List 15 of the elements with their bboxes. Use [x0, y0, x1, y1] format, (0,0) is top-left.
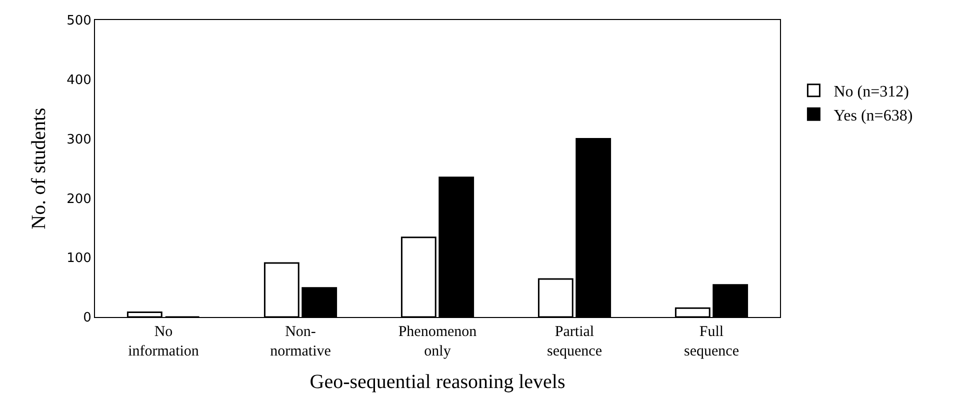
x-tick-label: Partial sequence [547, 324, 602, 360]
y-tick-label: 300 [66, 132, 92, 148]
y-tick-label: 400 [66, 72, 92, 88]
legend-label: No (n=312) [834, 84, 909, 101]
x-tick-label: Non- normative [270, 324, 332, 360]
x-tick-label: Full sequence [684, 324, 740, 360]
y-tick-label: 0 [83, 310, 92, 326]
y-tick-label: 200 [66, 192, 92, 207]
legend-label: Yes (n=638) [834, 107, 913, 124]
y-axis-title: No. of students [28, 107, 50, 230]
y-tick-label: 500 [66, 14, 92, 29]
x-tick-label: Phenomenon only [398, 324, 478, 360]
x-axis-title: Geo-sequential reasoning levels [310, 371, 566, 393]
x-tick-label: No information [128, 324, 200, 360]
y-tick-label: 100 [66, 251, 92, 266]
